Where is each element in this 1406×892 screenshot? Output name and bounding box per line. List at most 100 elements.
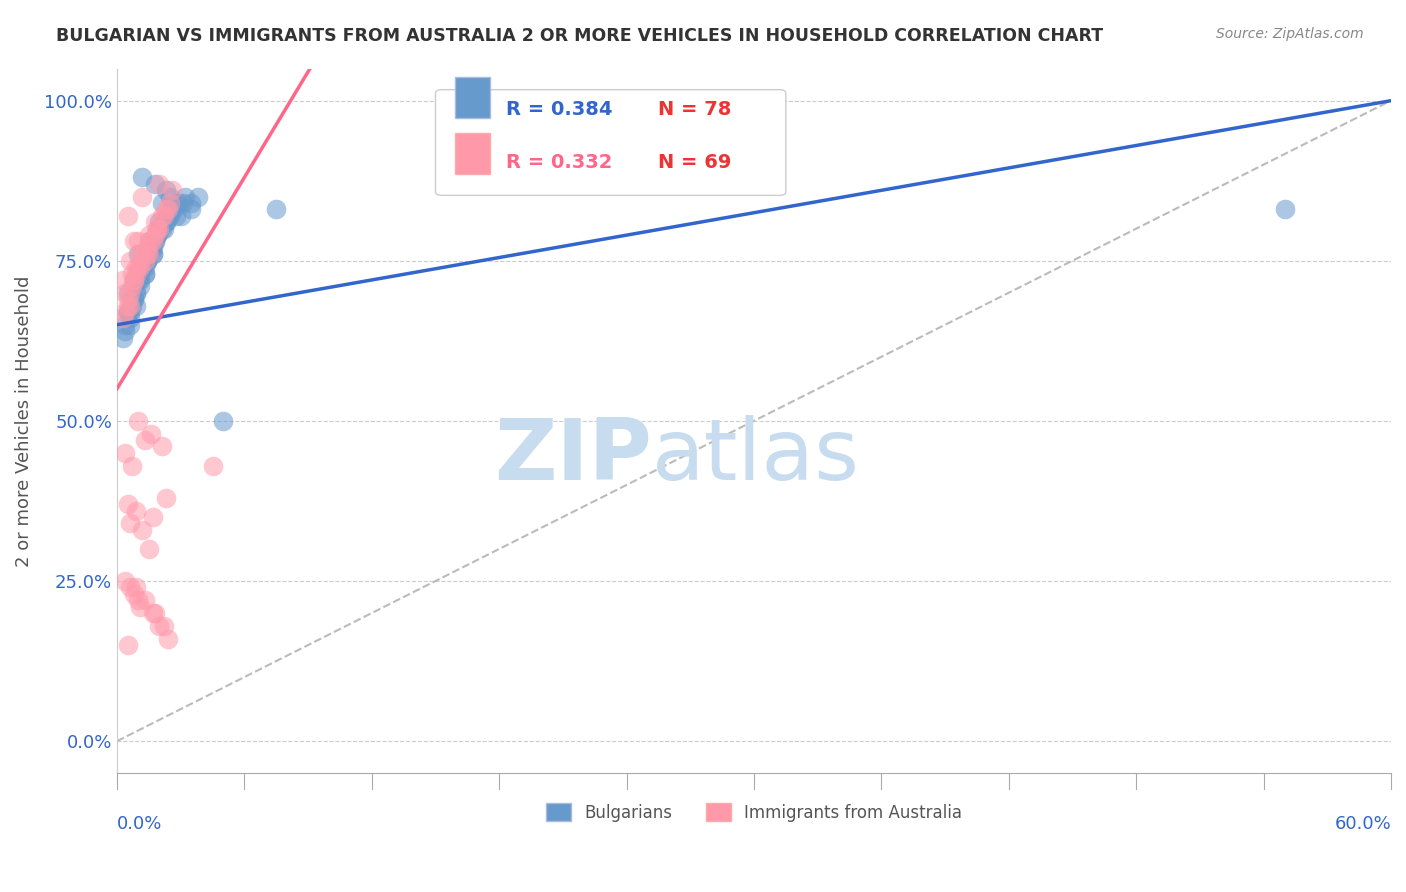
- Point: [118, 285, 141, 300]
- Point: [156, 202, 179, 217]
- Point: [143, 235, 166, 249]
- Point: [125, 285, 148, 300]
- Point: [155, 215, 177, 229]
- Point: [118, 318, 141, 332]
- Point: [134, 593, 156, 607]
- Point: [131, 260, 153, 274]
- Point: [114, 285, 136, 300]
- Point: [152, 209, 174, 223]
- Point: [121, 267, 143, 281]
- Text: 0.0%: 0.0%: [117, 815, 162, 833]
- Text: Source: ZipAtlas.com: Source: ZipAtlas.com: [1216, 27, 1364, 41]
- Point: [129, 273, 152, 287]
- Point: [127, 273, 149, 287]
- Point: [117, 497, 139, 511]
- Point: [117, 305, 139, 319]
- Text: atlas: atlas: [652, 415, 860, 498]
- Point: [138, 541, 160, 556]
- Point: [155, 491, 177, 505]
- Point: [135, 241, 157, 255]
- Point: [122, 273, 145, 287]
- Point: [127, 414, 149, 428]
- Text: BULGARIAN VS IMMIGRANTS FROM AUSTRALIA 2 OR MORE VEHICLES IN HOUSEHOLD CORRELATI: BULGARIAN VS IMMIGRANTS FROM AUSTRALIA 2…: [56, 27, 1104, 45]
- Point: [172, 196, 194, 211]
- Point: [129, 247, 152, 261]
- Point: [152, 221, 174, 235]
- Point: [114, 324, 136, 338]
- Point: [152, 619, 174, 633]
- Point: [150, 221, 173, 235]
- Point: [148, 221, 170, 235]
- Point: [146, 228, 169, 243]
- Point: [1274, 202, 1296, 217]
- Point: [125, 260, 148, 274]
- Point: [127, 273, 149, 287]
- Point: [148, 221, 170, 235]
- Point: [135, 247, 157, 261]
- Point: [118, 253, 141, 268]
- Point: [139, 241, 162, 255]
- Point: [139, 241, 162, 255]
- Point: [117, 209, 139, 223]
- Point: [160, 183, 183, 197]
- Point: [156, 209, 179, 223]
- Point: [150, 440, 173, 454]
- Point: [165, 209, 187, 223]
- Point: [131, 189, 153, 203]
- Point: [148, 221, 170, 235]
- Point: [117, 638, 139, 652]
- Point: [155, 215, 177, 229]
- Point: [112, 330, 135, 344]
- Point: [170, 209, 193, 223]
- Point: [134, 253, 156, 268]
- Point: [150, 196, 173, 211]
- Point: [163, 202, 186, 217]
- Point: [129, 279, 152, 293]
- Point: [187, 189, 209, 203]
- Point: [155, 183, 177, 197]
- Point: [122, 292, 145, 306]
- Point: [117, 305, 139, 319]
- Point: [143, 228, 166, 243]
- Point: [138, 247, 160, 261]
- Point: [155, 202, 177, 217]
- Text: N = 78: N = 78: [658, 100, 731, 120]
- Point: [146, 221, 169, 235]
- Point: [159, 209, 181, 223]
- Point: [160, 202, 183, 217]
- Point: [121, 458, 143, 473]
- Point: [131, 247, 153, 261]
- Point: [142, 247, 165, 261]
- Point: [118, 516, 141, 531]
- Point: [122, 235, 145, 249]
- Point: [117, 292, 139, 306]
- Point: [143, 606, 166, 620]
- Point: [148, 221, 170, 235]
- Bar: [454, 77, 491, 118]
- Point: [118, 299, 141, 313]
- Point: [122, 292, 145, 306]
- Point: [142, 235, 165, 249]
- Legend: Bulgarians, Immigrants from Australia: Bulgarians, Immigrants from Australia: [540, 797, 969, 829]
- Point: [135, 253, 157, 268]
- Y-axis label: 2 or more Vehicles in Household: 2 or more Vehicles in Household: [15, 275, 32, 566]
- Point: [114, 574, 136, 588]
- Point: [121, 279, 143, 293]
- Point: [129, 260, 152, 274]
- Point: [118, 311, 141, 326]
- Point: [159, 196, 181, 211]
- Point: [118, 305, 141, 319]
- Point: [114, 305, 136, 319]
- Point: [142, 606, 165, 620]
- Point: [127, 593, 149, 607]
- Point: [134, 267, 156, 281]
- Point: [165, 196, 187, 211]
- Point: [135, 253, 157, 268]
- Point: [150, 209, 173, 223]
- Text: 60.0%: 60.0%: [1334, 815, 1391, 833]
- Point: [134, 267, 156, 281]
- Point: [156, 209, 179, 223]
- Point: [139, 241, 162, 255]
- Point: [117, 299, 139, 313]
- Point: [212, 414, 235, 428]
